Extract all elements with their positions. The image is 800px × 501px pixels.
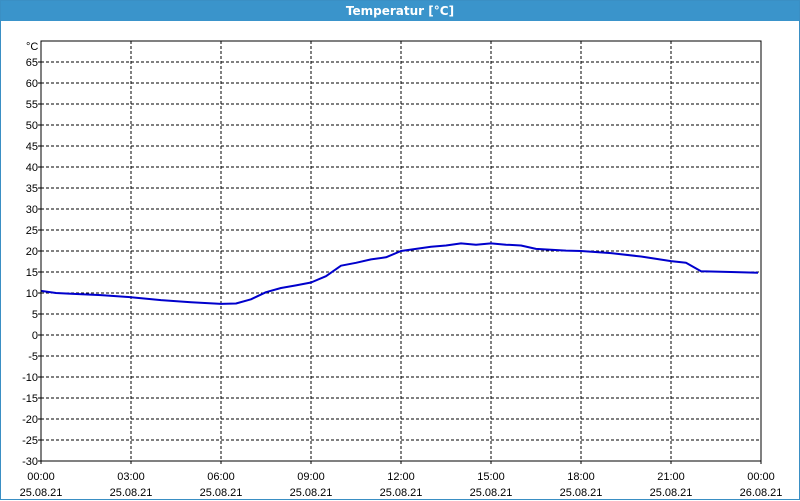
y-axis-unit-label: °C: [26, 41, 38, 53]
y-tick-label: 50: [26, 120, 38, 132]
series-lines: [40, 242, 759, 305]
x-tick-time-label: 18:00: [567, 471, 595, 483]
y-tick-label: 40: [26, 162, 38, 174]
x-tick-time-label: 00:00: [747, 471, 775, 483]
x-tick-time-label: 21:00: [657, 471, 685, 483]
y-tick-label: 65: [26, 57, 38, 69]
y-axis-ticks: 65605550454035302520151050-5-10-15-20-25…: [22, 57, 41, 468]
x-tick-date-label: 25.08.21: [200, 487, 243, 499]
x-tick-time-label: 12:00: [387, 471, 415, 483]
y-tick-label: -30: [22, 456, 38, 468]
y-tick-label: 0: [32, 330, 38, 342]
x-tick-time-label: 06:00: [207, 471, 235, 483]
y-tick-label: -20: [22, 414, 38, 426]
y-tick-label: 5: [32, 309, 38, 321]
y-tick-label: 30: [26, 204, 38, 216]
y-tick-label: -15: [22, 393, 38, 405]
x-tick-time-label: 03:00: [117, 471, 145, 483]
y-tick-label: -5: [28, 351, 38, 363]
x-tick-date-label: 25.08.21: [380, 487, 423, 499]
y-tick-label: 35: [26, 183, 38, 195]
y-tick-label: 45: [26, 141, 38, 153]
x-axis-ticks: 00:00 25.08.21 03:00 25.08.21 06:00 25.08.21 0…: [20, 461, 783, 499]
x-tick-time-label: 15:00: [477, 471, 505, 483]
y-tick-label: 25: [26, 225, 38, 237]
x-tick-date-label: 26.08.21: [740, 487, 783, 499]
y-tick-label: -10: [22, 372, 38, 384]
y-tick-label: 20: [26, 246, 38, 258]
x-tick-date-label: 25.08.21: [560, 487, 603, 499]
x-tick-date-label: 25.08.21: [470, 487, 513, 499]
y-tick-label: 15: [26, 267, 38, 279]
y-tick-label: 10: [26, 288, 38, 300]
x-tick-time-label: 09:00: [297, 471, 325, 483]
y-tick-label: -25: [22, 435, 38, 447]
grid-lines: [41, 41, 761, 461]
x-tick-date-label: 25.08.21: [20, 487, 63, 499]
y-tick-label: 60: [26, 78, 38, 90]
y-tick-label: 55: [26, 99, 38, 111]
x-tick-date-label: 25.08.21: [110, 487, 153, 499]
x-tick-date-label: 25.08.21: [650, 487, 693, 499]
temperature-series-line: [40, 242, 759, 305]
x-tick-date-label: 25.08.21: [290, 487, 333, 499]
plot-border: [40, 40, 762, 462]
window-title: Temperatur [°C]: [1, 1, 799, 21]
x-tick-time-label: 00:00: [27, 471, 55, 483]
